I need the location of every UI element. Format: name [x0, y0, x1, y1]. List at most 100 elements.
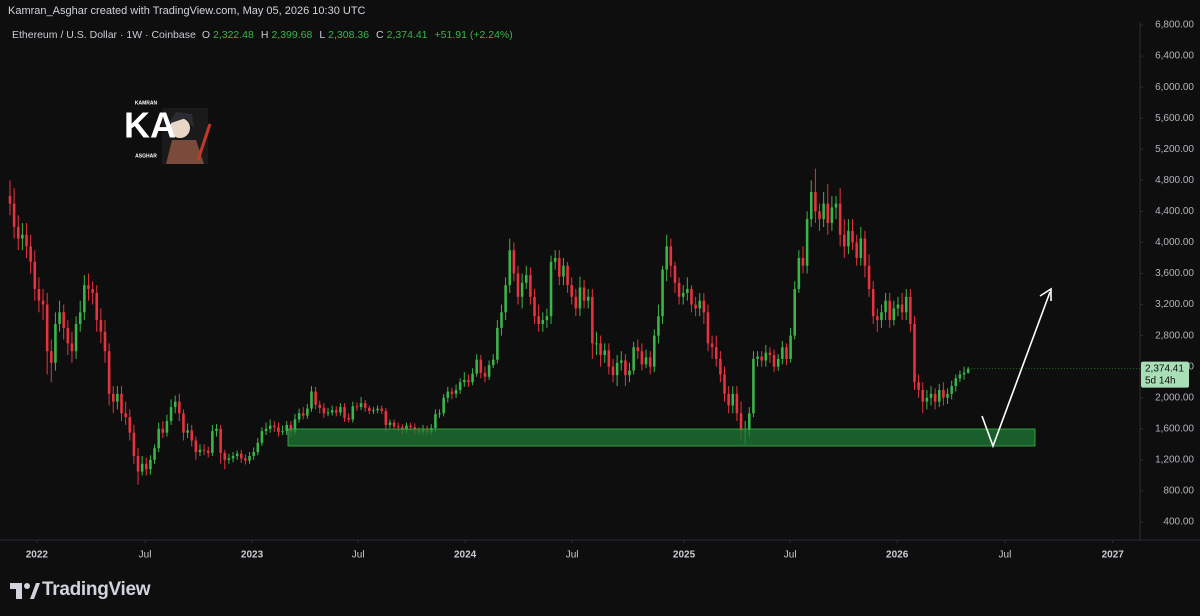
candle-body [640, 351, 644, 365]
legend-value: 2,308.36 [328, 29, 370, 41]
logo-sword [196, 123, 212, 161]
candle-body [95, 292, 99, 321]
legend: Ethereum / U.S. Dollar · 1W · Coinbase O… [12, 29, 513, 41]
candle-body [244, 458, 247, 461]
candle-body [946, 393, 949, 398]
candle-body [359, 403, 363, 408]
x-tick-label: 2024 [454, 550, 477, 561]
candle-body [116, 393, 119, 402]
candle-body [223, 452, 227, 460]
candle-body [681, 292, 685, 297]
attribution: Kamran_Asghar created with TradingView.c… [8, 5, 366, 17]
candle-body [871, 289, 875, 317]
candle-body [851, 230, 854, 243]
legend-key: L [319, 29, 326, 41]
candle-body [37, 289, 41, 301]
candle-body [306, 408, 309, 416]
candle-body [582, 287, 586, 301]
logo-hair [168, 112, 194, 128]
candle-body [661, 269, 664, 317]
candle-body [58, 312, 61, 324]
arrow-head [1039, 287, 1052, 301]
candle-body [797, 257, 801, 290]
candle-body [178, 401, 181, 414]
candle-body [124, 413, 127, 418]
candle-body [937, 389, 941, 402]
candle-body [483, 372, 487, 377]
candle-body [376, 408, 379, 411]
candle-body [896, 304, 900, 309]
candle-body [334, 410, 338, 413]
candle-body [240, 453, 243, 459]
candle-body [541, 320, 545, 324]
candle-body [161, 428, 165, 433]
candle-body [54, 323, 57, 363]
watermark-logo: KAMRAN KA ASGHAR [124, 100, 212, 164]
y-tick-label: 800.00 [1163, 486, 1194, 497]
candle-body [731, 393, 735, 406]
candle-body [78, 312, 82, 324]
candle-body [785, 347, 788, 359]
brand-icon-v [30, 583, 40, 599]
candle-body [136, 455, 140, 472]
candle-body [66, 327, 70, 344]
candle-body [16, 226, 20, 239]
candle-body [120, 393, 123, 414]
candle-body [739, 413, 743, 431]
candle-body [8, 195, 12, 204]
candle-body [830, 207, 834, 224]
candle-body [252, 452, 255, 456]
candle-body [355, 406, 359, 408]
candle-body [545, 316, 549, 321]
candle-body [301, 413, 305, 416]
candle-body [235, 453, 239, 456]
candle-body [467, 379, 470, 383]
candle-body [149, 459, 152, 470]
candle-body [611, 366, 615, 376]
candle-body [698, 300, 702, 309]
projection-arrow [981, 291, 1051, 449]
candle-body [111, 393, 115, 402]
candle-body [826, 203, 830, 224]
candle-body [801, 257, 805, 266]
candle-body [107, 351, 111, 394]
candle-body [434, 414, 437, 429]
candle-body [62, 312, 65, 328]
candle-body [690, 289, 693, 305]
candle-body [198, 449, 202, 453]
candle-body [165, 421, 169, 433]
candle-body [702, 300, 706, 313]
candle-body [339, 407, 342, 413]
candle-body [669, 246, 673, 266]
candle-body [145, 463, 148, 470]
candle-body [900, 304, 904, 313]
candle-body [318, 404, 322, 408]
candle-body [632, 347, 635, 371]
candle-body [458, 382, 462, 390]
candle-body [314, 391, 317, 405]
brand-icon [10, 583, 40, 599]
candle-body [264, 428, 268, 432]
candle-body [500, 312, 503, 328]
candle-body [281, 431, 284, 433]
x-tick-label: Jul [139, 550, 152, 561]
candle-body [190, 430, 194, 441]
candle-body [363, 403, 367, 408]
candle-body [475, 359, 478, 374]
y-tick-label: 400.00 [1163, 517, 1194, 528]
candle-body [706, 312, 710, 344]
countdown: 5d 14h [1145, 375, 1176, 386]
candle-body [760, 356, 763, 361]
candle-body [595, 343, 598, 345]
candle-body [491, 359, 495, 366]
x-tick-label: Jul [999, 550, 1012, 561]
candle-body [140, 463, 144, 472]
y-tick-label: 5,200.00 [1155, 144, 1194, 155]
candle-body [524, 275, 528, 283]
y-tick-label: 1,600.00 [1155, 423, 1194, 434]
candle-body [863, 238, 867, 266]
candle-body [285, 424, 288, 432]
candle-body [772, 355, 776, 367]
candle-body [392, 422, 396, 427]
